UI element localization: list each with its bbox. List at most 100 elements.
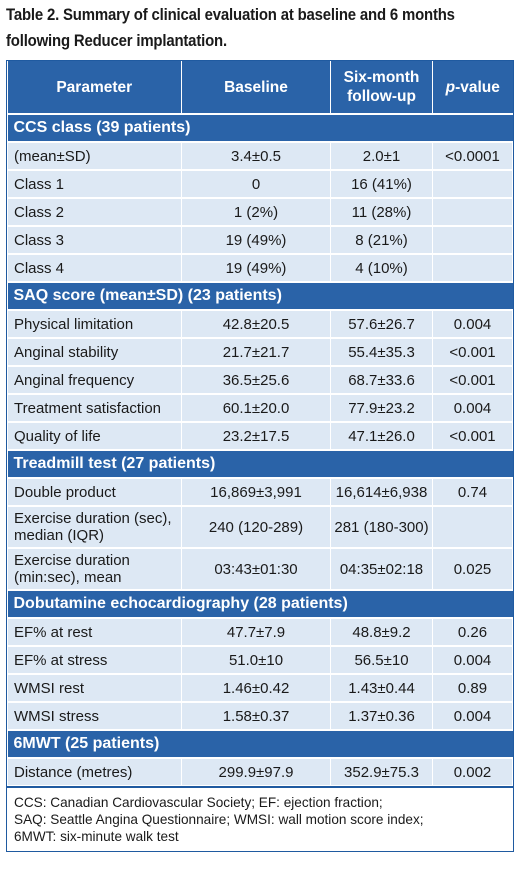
section-title: Treadmill test (27 patients) (7, 449, 513, 479)
table-row: Class 1 0 16 (41%) (7, 169, 513, 199)
p-value-cell: <0.001 (432, 365, 513, 395)
baseline-cell: 1.58±0.37 (181, 701, 331, 731)
table-row: Exercise duration (min:sec), mean 03:43±0… (7, 547, 513, 591)
table-row: (mean±SD) 3.4±0.5 2.0±1 <0.0001 (7, 141, 513, 171)
parameter-cell: Class 4 (7, 253, 182, 283)
caption-line-2: following Reducer implantation. (6, 31, 227, 50)
parameter-cell: EF% at rest (7, 617, 182, 647)
section-title: SAQ score (mean±SD) (23 patients) (7, 281, 513, 311)
p-value-cell: <0.0001 (432, 141, 513, 171)
followup-cell: 16,614±6,938 (330, 477, 433, 507)
baseline-cell: 47.7±7.9 (181, 617, 331, 647)
table-row: Quality of life 23.2±17.5 47.1±26.0 <0.001 (7, 421, 513, 451)
section-title: 6MWT (25 patients) (7, 729, 513, 759)
baseline-cell: 240 (120-289) (181, 505, 331, 549)
p-value-cell (432, 505, 513, 549)
p-value-cell: 0.004 (432, 645, 513, 675)
baseline-cell: 3.4±0.5 (181, 141, 331, 171)
header-p-suffix: -value (455, 78, 500, 96)
p-value-cell (432, 225, 513, 255)
table-row: Exercise duration (sec), median (IQR) 240… (7, 505, 513, 549)
baseline-cell: 299.9±97.9 (181, 757, 331, 786)
followup-cell: 47.1±26.0 (330, 421, 433, 451)
parameter-cell: Exercise duration (min:sec), mean (7, 547, 182, 591)
caption-line-1: Table 2. Summary of clinical evaluation … (6, 5, 455, 24)
p-value-cell: 0.025 (432, 547, 513, 591)
parameter-cell: Anginal stability (7, 337, 182, 367)
followup-cell: 2.0±1 (330, 141, 433, 171)
baseline-cell: 19 (49%) (181, 225, 331, 255)
table-row: Physical limitation 42.8±20.5 57.6±26.7 0.0… (7, 309, 513, 339)
footnote-line-2: SAQ: Seattle Angina Questionnaire; WMSI:… (14, 812, 424, 827)
header-baseline: Baseline (181, 61, 331, 114)
footnote-line-3: 6MWT: six-minute walk test (14, 829, 179, 844)
table-row: EF% at stress 51.0±10 56.5±10 0.004 (7, 645, 513, 675)
parameter-cell: WMSI rest (7, 673, 182, 703)
followup-cell: 57.6±26.7 (330, 309, 433, 339)
p-value-cell: <0.001 (432, 421, 513, 451)
baseline-cell: 1.46±0.42 (181, 673, 331, 703)
baseline-cell: 1 (2%) (181, 197, 331, 227)
baseline-cell: 42.8±20.5 (181, 309, 331, 339)
followup-cell: 281 (180-300) (330, 505, 433, 549)
parameter-cell: Quality of life (7, 421, 182, 451)
p-value-cell (432, 197, 513, 227)
p-value-cell: 0.004 (432, 309, 513, 339)
followup-cell: 1.43±0.44 (330, 673, 433, 703)
table-row: Anginal stability 21.7±21.7 55.4±35.3 <0.00… (7, 337, 513, 367)
section-header-row: CCS class (39 patients) (7, 113, 513, 143)
table-row: Class 4 19 (49%) 4 (10%) (7, 253, 513, 283)
parameter-cell: Distance (metres) (7, 757, 182, 786)
section-header-row: Treadmill test (27 patients) (7, 449, 513, 479)
table-row: Class 3 19 (49%) 8 (21%) (7, 225, 513, 255)
table-row: Distance (metres) 299.9±97.9 352.9±75.3 0.0… (7, 757, 513, 786)
section-title: Dobutamine echocardiography (28 patients… (7, 589, 513, 619)
section-title: CCS class (39 patients) (7, 113, 513, 143)
p-value-cell: 0.89 (432, 673, 513, 703)
baseline-cell: 60.1±20.0 (181, 393, 331, 423)
baseline-cell: 23.2±17.5 (181, 421, 331, 451)
table-row: Treatment satisfaction 60.1±20.0 77.9±23.2… (7, 393, 513, 423)
table-row: WMSI rest 1.46±0.42 1.43±0.44 0.89 (7, 673, 513, 703)
followup-cell: 8 (21%) (330, 225, 433, 255)
p-value-cell: 0.74 (432, 477, 513, 507)
parameter-cell: Exercise duration (sec), median (IQR) (7, 505, 182, 549)
followup-cell: 56.5±10 (330, 645, 433, 675)
parameter-cell: WMSI stress (7, 701, 182, 731)
clinical-evaluation-table: Parameter Baseline Six-month follow-up p… (7, 61, 513, 786)
followup-cell: 55.4±35.3 (330, 337, 433, 367)
header-parameter: Parameter (7, 61, 182, 114)
followup-cell: 48.8±9.2 (330, 617, 433, 647)
section-header-row: Dobutamine echocardiography (28 patients… (7, 589, 513, 619)
parameter-cell: EF% at stress (7, 645, 182, 675)
baseline-cell: 03:43±01:30 (181, 547, 331, 591)
p-value-cell: <0.001 (432, 337, 513, 367)
p-value-cell: 0.004 (432, 701, 513, 731)
followup-cell: 68.7±33.6 (330, 365, 433, 395)
baseline-cell: 19 (49%) (181, 253, 331, 283)
table-frame: Parameter Baseline Six-month follow-up p… (6, 60, 514, 852)
table-footnote: CCS: Canadian Cardiovascular Society; EF… (7, 786, 513, 851)
baseline-cell: 21.7±21.7 (181, 337, 331, 367)
baseline-cell: 16,869±3,991 (181, 477, 331, 507)
baseline-cell: 36.5±25.6 (181, 365, 331, 395)
followup-cell: 352.9±75.3 (330, 757, 433, 786)
table-row: Anginal frequency 36.5±25.6 68.7±33.6 <0.00… (7, 365, 513, 395)
header-p-value: p-value (432, 61, 513, 114)
p-value-cell: 0.004 (432, 393, 513, 423)
header-p-italic: p (445, 78, 456, 96)
section-header-row: 6MWT (25 patients) (7, 729, 513, 759)
header-followup-line-2: follow-up (347, 88, 416, 105)
header-followup-line-1: Six-month (343, 69, 420, 86)
table-body: CCS class (39 patients) (mean±SD) 3.4±0.5 2… (7, 113, 513, 786)
section-header-row: SAQ score (mean±SD) (23 patients) (7, 281, 513, 311)
followup-cell: 4 (10%) (330, 253, 433, 283)
p-value-cell (432, 253, 513, 283)
table-row: WMSI stress 1.58±0.37 1.37±0.36 0.004 (7, 701, 513, 731)
followup-cell: 11 (28%) (330, 197, 433, 227)
p-value-cell (432, 169, 513, 199)
parameter-cell: Treatment satisfaction (7, 393, 182, 423)
header-followup: Six-month follow-up (330, 61, 433, 114)
